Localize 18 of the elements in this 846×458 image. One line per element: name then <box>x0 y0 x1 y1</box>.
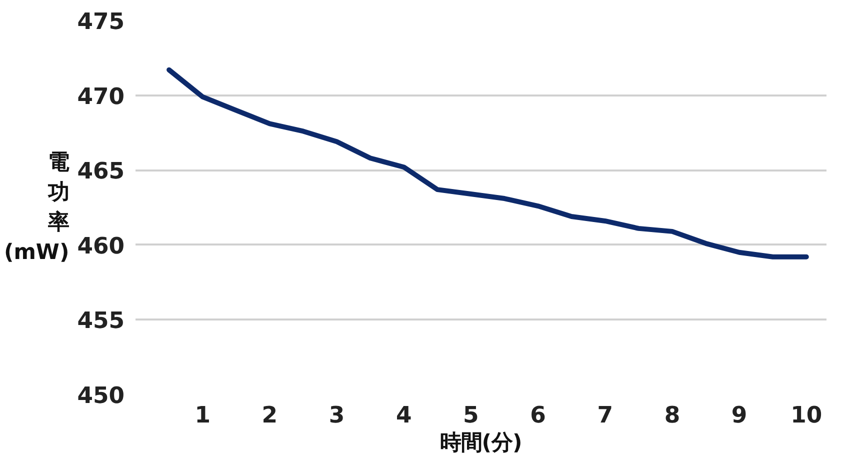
x-tick-label: 8 <box>664 402 680 428</box>
y-axis-title: 電功率(mW) <box>4 150 70 265</box>
x-tick-label: 1 <box>194 402 210 428</box>
x-tick-label: 3 <box>328 402 345 428</box>
x-tick-label: 2 <box>262 402 278 428</box>
y-tick-label: 460 <box>77 233 125 260</box>
y-tick-label: 470 <box>77 84 125 110</box>
x-tick-label: 10 <box>790 402 822 428</box>
x-tick-label: 6 <box>530 402 546 428</box>
x-axis-title: 時間(分) <box>440 430 522 456</box>
x-tick-label: 5 <box>463 402 479 428</box>
x-tick-label: 9 <box>731 402 748 428</box>
y-tick-label: 450 <box>77 383 125 409</box>
x-tick-label: 4 <box>396 402 412 428</box>
y-tick-label: 475 <box>77 9 125 35</box>
y-tick-label: 465 <box>77 158 125 185</box>
y-tick-label: 455 <box>77 308 125 334</box>
x-tick-label: 7 <box>597 402 613 428</box>
